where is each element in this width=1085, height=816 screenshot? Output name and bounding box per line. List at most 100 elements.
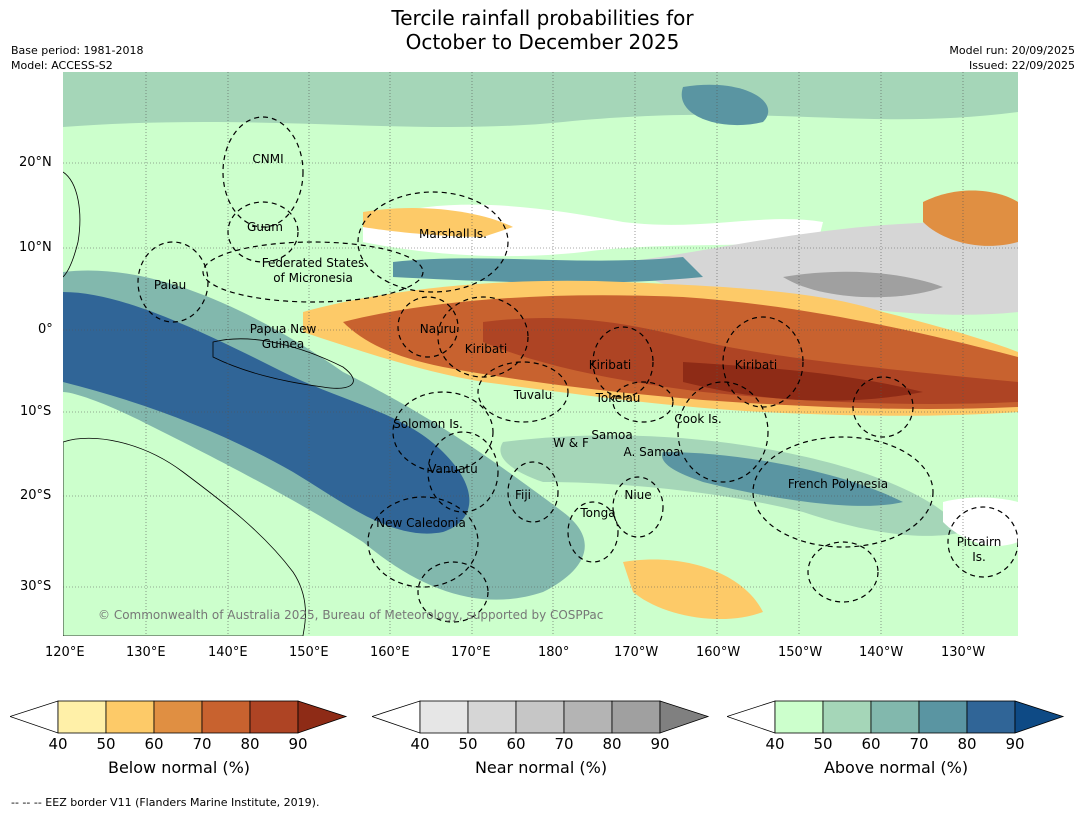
colorbar-tick: 60 [861,735,881,753]
label-solomon: Solomon Is. [393,417,463,431]
land-new-guinea [212,338,354,389]
colorbar-below: 40 50 60 70 80 90 Below normal (%) [8,700,348,777]
eez-note: -- -- -- EEZ border V11 (Flanders Marine… [11,796,320,809]
colorbar-tick: 90 [288,735,308,753]
label-new-caledonia: New Caledonia [376,516,466,530]
label-french-polynesia: French Polynesia [788,477,888,491]
colorbar-segment [153,700,203,734]
lon-170w: 170°W [614,645,659,660]
label-kiribati-east: Kiribati [735,358,777,372]
colorbar-segment [467,700,517,734]
lon-170e: 170°E [451,645,491,660]
lon-180: 180° [538,645,570,660]
graticule [63,72,1018,636]
band-above-itcz [393,257,703,283]
colorbar-under-arrow [725,700,776,734]
colorbar-tick: 90 [1005,735,1025,753]
colorbar-segment [419,700,469,734]
patch-below-ne [923,190,1018,246]
land-australia [63,437,306,636]
label-kiribati-central: Kiribati [589,358,631,372]
colorbar-tick: 70 [554,735,574,753]
colorbar-segment [57,700,107,734]
colorbar-tick: 60 [506,735,526,753]
colorbar-tick: 90 [650,735,670,753]
band-north-above [63,72,1018,127]
colorbar-segment [563,700,613,734]
colorbar-label: Above normal (%) [823,758,969,777]
label-wf: W & F [553,436,589,450]
colorbar-label: Near normal (%) [474,758,608,777]
label-vanuatu: Vanuatu [428,462,478,476]
colorbar-segment [201,700,251,734]
label-nauru: Nauru [420,322,456,336]
label-niue: Niue [624,488,651,502]
label-pitcairn-1: Pitcairn [957,535,1002,549]
lat-30s: 30°S [20,579,52,594]
issued-date: Issued: 22/09/2025 [968,59,1075,72]
colorbar-tick: 40 [765,735,785,753]
base-period: Base period: 1981-2018 [11,44,144,57]
colorbar-tick: 50 [458,735,478,753]
lat-10n: 10°N [19,240,52,255]
colorbar-under-arrow [8,700,59,734]
colorbar-segment [249,700,299,734]
colorbar-tick: 70 [192,735,212,753]
label-marshall: Marshall Is. [419,227,487,241]
lon-140w: 140°W [859,645,904,660]
colorbar-tick: 80 [602,735,622,753]
colorbar-tick: 50 [96,735,116,753]
chart-title: Tercile rainfall probabilities for Octob… [0,6,1085,54]
label-palau: Palau [154,278,186,292]
label-png-2: Guinea [262,337,305,351]
lon-120e: 120°E [45,645,85,660]
lon-140e: 140°E [208,645,248,660]
title-line-2: October to December 2025 [405,30,680,54]
colorbar-label: Below normal (%) [107,758,251,777]
lon-130w: 130°W [941,645,986,660]
patch-below-north [363,207,513,237]
rainfall-map: CNMI Guam Marshall Is. Federated States … [63,72,1018,636]
label-asamoa: A. Samoa [624,445,681,459]
meta-right: Model run: 20/09/2025 Issued: 22/09/2025 [949,43,1075,73]
colorbar-tick: 40 [48,735,68,753]
colorbar-segment [105,700,155,734]
colorbar-over-arrow [1014,700,1065,734]
label-guam: Guam [247,220,283,234]
lon-130e: 130°E [126,645,166,660]
patch-below-max [683,362,923,401]
label-fiji: Fiji [515,488,531,502]
colorbar-segment [870,700,920,734]
colorbar-over-arrow [297,700,348,734]
lat-20s: 20°S [20,488,52,503]
colorbar-segment [966,700,1016,734]
patch-north-above-strong [681,84,769,126]
patch-white-se [943,497,1018,546]
colorbar-segment [918,700,968,734]
colorbar-near: 40 50 60 70 80 90 Near normal (%) [370,700,710,777]
patch-near-strong [783,271,943,298]
land-philippines [63,171,81,278]
label-tuvalu: Tuvalu [513,388,553,402]
colorbar-graphic [725,700,1065,734]
band-below-equatorial-core [483,317,1018,404]
colorbar-above: 40 50 60 70 80 90 Above normal (%) [725,700,1065,777]
colorbar-tick: 40 [410,735,430,753]
colorbar-tick: 60 [144,735,164,753]
lat-0: 0° [38,322,53,337]
label-tokelau: Tokelau [595,391,641,405]
colorbar-under-arrow [370,700,421,734]
label-pitcairn-2: Is. [972,550,986,564]
colorbar-segment [515,700,565,734]
title-line-1: Tercile rainfall probabilities for [391,6,694,30]
colorbar-tick: 50 [813,735,833,753]
eez-borders [137,116,1018,623]
label-samoa: Samoa [591,428,632,442]
lon-160w: 160°W [696,645,741,660]
colorbar-over-arrow [659,700,710,734]
colorbar-segment [611,700,661,734]
lat-20n: 20°N [19,155,52,170]
model-run: Model run: 20/09/2025 [949,44,1075,57]
patch-above-spcz-strong [662,452,903,506]
colorbar-tick: 80 [957,735,977,753]
